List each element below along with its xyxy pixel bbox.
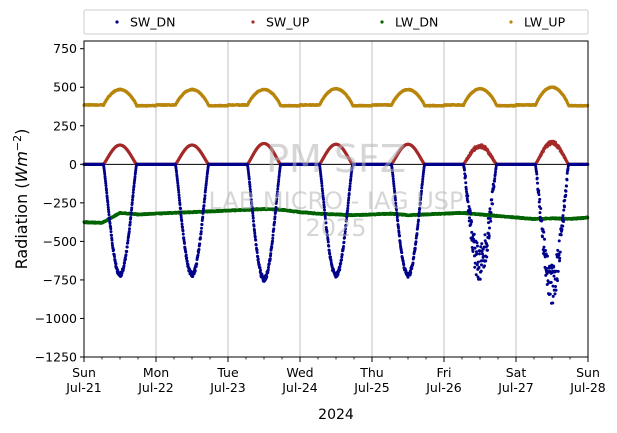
data-points	[82, 85, 590, 305]
series-lw_up	[82, 85, 590, 108]
vertical-gridlines	[155, 41, 517, 357]
